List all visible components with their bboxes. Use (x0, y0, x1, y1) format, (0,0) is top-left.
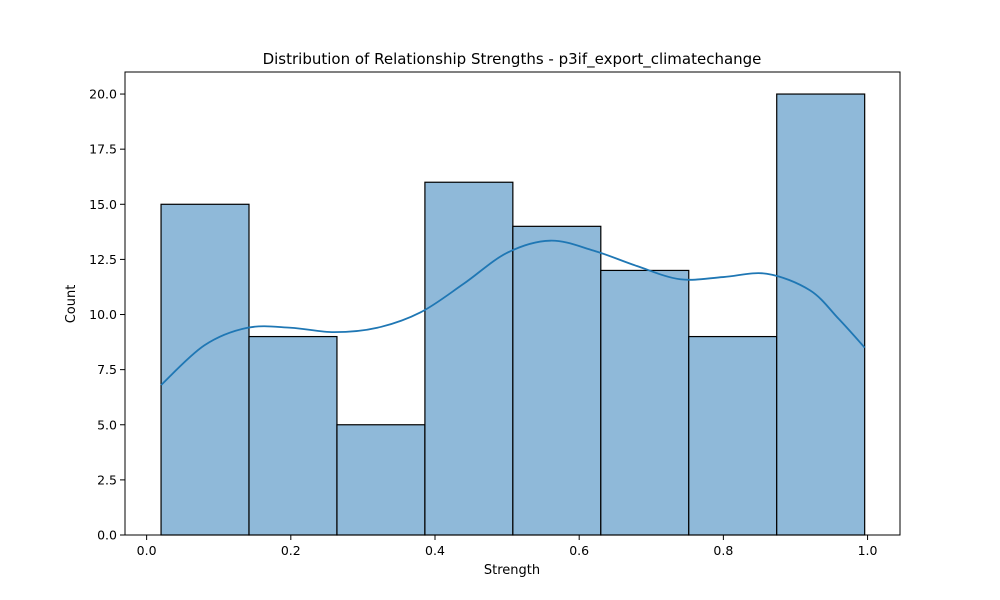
histogram-bar (160, 203, 250, 536)
y-tick-label: 17.5 (89, 142, 117, 157)
x-tick-label: 0.2 (281, 543, 301, 558)
y-tick-label: 2.5 (97, 472, 117, 487)
y-tick-label: 15.0 (89, 197, 117, 212)
histogram-bar (424, 181, 514, 536)
y-ticks: 0.0 2.5 5.0 7.5 10.0 12.5 15.0 17.5 20.0 (89, 87, 125, 543)
kde-layer (160, 239, 866, 386)
chart-title: Distribution of Relationship Strengths -… (263, 50, 762, 69)
x-tick-label: 0.6 (569, 543, 589, 558)
x-tick-label: 0.8 (713, 543, 733, 558)
x-ticks: 0.0 0.2 0.4 0.6 0.8 1.0 (137, 535, 878, 558)
x-tick-label: 0.0 (137, 543, 157, 558)
histogram-bar (512, 225, 602, 536)
x-tick-label: 0.4 (425, 543, 445, 558)
axes-frame (124, 71, 901, 536)
y-tick-label: 7.5 (97, 362, 117, 377)
y-tick-label: 10.0 (89, 307, 117, 322)
y-tick-label: 20.0 (89, 87, 117, 102)
bars-layer (160, 93, 866, 536)
y-tick-label: 0.0 (97, 528, 117, 543)
y-axis-label: Count (64, 285, 79, 324)
histogram-bar (688, 335, 778, 536)
histogram-bar (600, 269, 690, 536)
y-tick-label: 5.0 (97, 417, 117, 432)
x-axis-label: Strength (484, 563, 540, 578)
histogram-bar (776, 93, 866, 536)
histogram-bar (336, 424, 426, 536)
y-tick-label: 12.5 (89, 252, 117, 267)
kde-curve (160, 239, 866, 386)
x-tick-label: 1.0 (858, 543, 878, 558)
histogram-bar (248, 335, 338, 536)
